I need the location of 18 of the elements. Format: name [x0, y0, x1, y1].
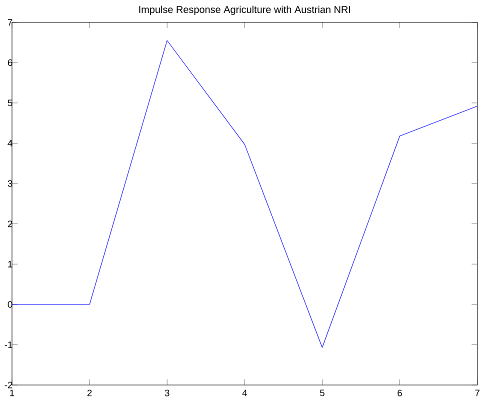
y-tick-label: 3 [8, 180, 12, 187]
y-tick-label: 1 [8, 260, 12, 268]
chart-title: Impulse Response Agriculture with Austrian NRI [139, 6, 350, 16]
y-tick-label: 7 [8, 19, 12, 26]
y-tick-label: 6 [8, 59, 12, 66]
y-tick-label: 2 [8, 220, 12, 228]
line-series [12, 40, 478, 348]
x-tick-label: 3 [164, 390, 170, 396]
x-tick-label: 5 [320, 390, 324, 396]
y-tick-label: 4 [8, 140, 12, 146]
y-tick-label: 0 [8, 301, 12, 308]
y-tick-label: -2 [4, 382, 12, 388]
x-tick-label: 7 [475, 390, 480, 396]
x-tick-label: 4 [242, 390, 247, 396]
x-tick-label: 2 [87, 390, 92, 396]
y-tick-label: 5 [8, 100, 12, 106]
x-tick-label: 6 [398, 390, 402, 396]
y-tick-label: -1 [4, 342, 12, 348]
